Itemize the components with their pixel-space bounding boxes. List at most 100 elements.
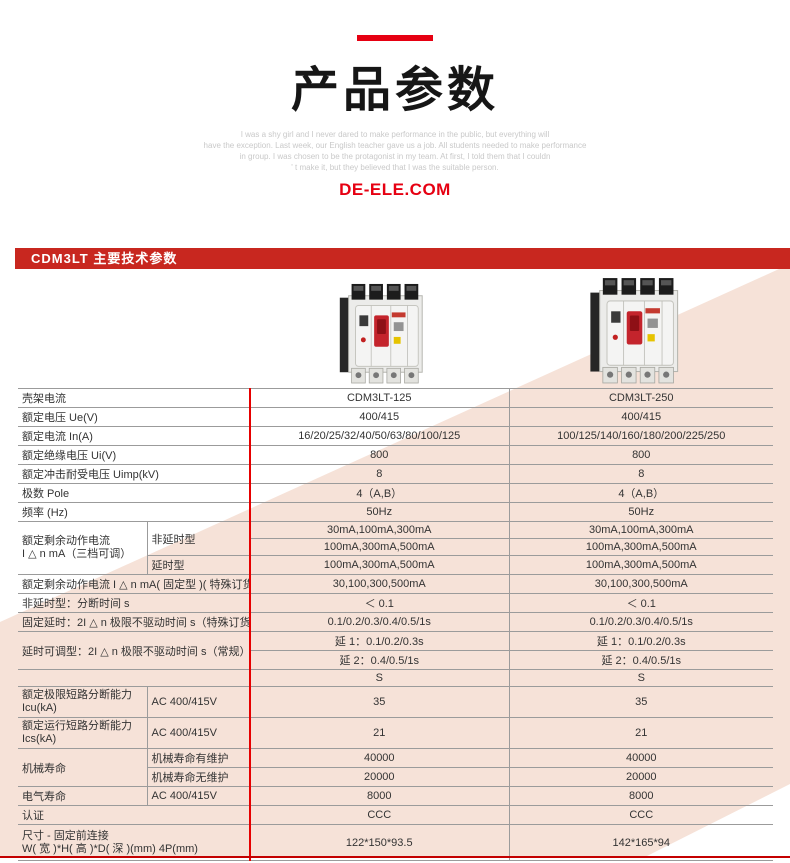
watermark-text: I was a shy girl and I never dared to ma…	[0, 129, 790, 173]
spec-cell-line: W( 宽 )*H( 高 )*D( 深 )(mm) 4P(mm)	[22, 842, 198, 855]
spec-label-cell	[18, 669, 250, 687]
spec-label-cell: 机械寿命有维护	[146, 748, 250, 768]
spec-value-cell: 30,100,300,500mA	[508, 574, 773, 594]
spec-label-cell: 延时型	[146, 555, 250, 575]
spec-label-cell: 额定电压 Ue(V)	[18, 407, 250, 427]
table-row: 额定冲击耐受电压 Uimp(kV) 8 8	[18, 464, 773, 484]
table-row: 额定电压 Ue(V) 400/415 400/415	[18, 407, 773, 427]
spec-label-cell: 延时可调型：2I △ n 极限不驱动时间 s（常规）	[18, 631, 250, 670]
spec-table: 壳架电流 CDM3LT-125 CDM3LT-250 额定电压 Ue(V) 400/41…	[18, 388, 773, 861]
watermark-line: ' t make it, but they believed that I wa…	[291, 163, 499, 172]
spec-label-cell: 固定延时：2I △ n 极限不驱动时间 s（特殊订货）	[18, 612, 250, 632]
spec-value-cell: CCC	[250, 805, 509, 825]
spec-value-cell: 50Hz	[508, 502, 773, 522]
spec-value-cell: 8000	[508, 786, 773, 806]
spec-label-cell: 电气寿命	[18, 786, 147, 806]
spec-label-cell: AC 400/415V	[146, 717, 250, 749]
spec-value-cell: S	[250, 669, 509, 687]
bottom-rule	[0, 856, 790, 858]
spec-value-cell: 100mA,300mA,500mA	[508, 538, 773, 556]
spec-value-cell: 142*165*94	[508, 824, 773, 861]
site-name: DE-ELE.COM	[339, 180, 451, 199]
spec-cell-line: 额定运行短路分断能力	[22, 720, 132, 732]
table-row: 额定剩余动作电流 I △ n mA( 固定型 )( 特殊订货 ) 30,100,3…	[18, 574, 773, 594]
spec-value-cell: 400/415	[508, 407, 773, 427]
spec-value-cell: 800	[508, 445, 773, 465]
spec-value-cell: 21	[508, 717, 773, 749]
spec-label-cell: AC 400/415V	[146, 686, 250, 718]
spec-cell-line: Icu(kA)	[22, 702, 57, 714]
spec-label-cell: 额定电流 In(A)	[18, 426, 250, 446]
spec-value-cell: 16/20/25/32/40/50/63/80/100/125	[250, 426, 509, 446]
spec-value-cell: 4（A,B）	[250, 483, 509, 503]
spec-label-cell: 认证	[18, 805, 250, 825]
spec-label-cell: AC 400/415V	[146, 786, 250, 806]
product-image-cdm3lt-250-breaker	[590, 278, 679, 384]
table-row: 额定电流 In(A) 16/20/25/32/40/50/63/80/100/12…	[18, 426, 773, 446]
spec-value-cell: 8	[250, 464, 509, 484]
spec-label-cell: 频率 (Hz)	[18, 502, 250, 522]
spec-value-cell: 50Hz	[250, 502, 509, 522]
table-row: 机械寿命无维护 20000 20000	[18, 767, 773, 787]
table-row: 100mA,300mA,500mA 100mA,300mA,500mA	[18, 538, 773, 556]
spec-value-cell: 35	[250, 686, 509, 718]
spec-cell-line: 额定极限短路分断能力	[22, 689, 132, 701]
spec-label-cell: 额定剩余动作电流 I △ n mA（三档可调）	[18, 521, 147, 575]
watermark-line: in group. I was chosen to be the protago…	[239, 152, 551, 161]
spec-value-cell: ＜ 0.1	[250, 593, 509, 613]
spec-value-cell: 8000	[250, 786, 509, 806]
spec-value-cell: 40000	[250, 748, 509, 768]
spec-value-cell: CDM3LT-125	[250, 388, 509, 408]
spec-label-cell: 额定绝缘电压 Ui(V)	[18, 445, 250, 465]
spec-label-cell: 额定冲击耐受电压 Uimp(kV)	[18, 464, 250, 484]
spec-value-cell: CDM3LT-250	[508, 388, 773, 408]
spec-value-cell: 800	[250, 445, 509, 465]
spec-label-cell: 机械寿命	[18, 748, 147, 787]
spec-label-cell: 非延时型：分断时间 s	[18, 593, 250, 613]
spec-value-cell: 8	[508, 464, 773, 484]
spec-cell-line: I △ n mA（三档可调）	[22, 548, 132, 560]
spec-value-cell: 0.1/0.2/0.3/0.4/0.5/1s	[250, 612, 509, 632]
spec-value-cell: 35	[508, 686, 773, 718]
spec-value-cell: 30,100,300,500mA	[250, 574, 509, 594]
spec-value-cell: 100mA,300mA,500mA	[508, 555, 773, 575]
spec-label-cell: 尺寸 - 固定前连接 W( 宽 )*H( 高 )*D( 深 )(mm) 4P(mm…	[18, 824, 250, 861]
table-row: 电气寿命 AC 400/415V 8000 8000	[18, 786, 773, 806]
top-terminals	[602, 278, 674, 295]
spec-value-cell: 延 1：0.1/0.2/0.3s	[250, 631, 509, 651]
title-accent-bar	[357, 35, 433, 41]
red-column-divider	[249, 388, 251, 861]
spec-value-cell: 122*150*93.5	[250, 824, 509, 861]
spec-cell-line: Ics(kA)	[22, 733, 57, 745]
spec-value-cell: 延 2：0.4/0.5/1s	[508, 650, 773, 670]
spec-value-cell: 延 2：0.4/0.5/1s	[250, 650, 509, 670]
spec-value-cell: 30mA,100mA,300mA	[250, 521, 509, 539]
spec-cell-line: 额定剩余动作电流	[22, 535, 110, 547]
spec-value-cell: 100mA,300mA,500mA	[250, 555, 509, 575]
table-row: 延时可调型：2I △ n 极限不驱动时间 s（常规）延 1：0.1/0.2/0.…	[18, 631, 773, 670]
table-row: 固定延时：2I △ n 极限不驱动时间 s（特殊订货） 0.1/0.2/0.3/0…	[18, 612, 773, 632]
spec-value-cell: 400/415	[250, 407, 509, 427]
spec-value-cell: 延 1：0.1/0.2/0.3s	[508, 631, 773, 651]
spec-label-cell: 机械寿命无维护	[146, 767, 250, 787]
spec-value-cell: 21	[250, 717, 509, 749]
table-row: 额定剩余动作电流 I △ n mA（三档可调） 非延时型 30mA,100mA,300…	[18, 521, 773, 575]
spec-value-cell: S	[508, 669, 773, 687]
spec-label-cell: 壳架电流	[18, 388, 250, 408]
table-row: 延 2：0.4/0.5/1s 延 2：0.4/0.5/1s	[18, 650, 773, 670]
spec-value-cell: 30mA,100mA,300mA	[508, 521, 773, 539]
spec-table-wrap: 壳架电流 CDM3LT-125 CDM3LT-250 额定电压 Ue(V) 400/41…	[18, 388, 773, 861]
spec-table-body: 壳架电流 CDM3LT-125 CDM3LT-250 额定电压 Ue(V) 400/41…	[18, 388, 773, 861]
spec-label-cell: 额定剩余动作电流 I △ n mA( 固定型 )( 特殊订货 )	[18, 574, 250, 594]
section-header-banner: CDM3LT 主要技术参数	[15, 248, 790, 269]
spec-cell-line: 尺寸 - 固定前连接	[22, 829, 109, 842]
spec-label-cell: 额定极限短路分断能力 Icu(kA)	[18, 686, 147, 718]
table-row: 认证 CCC CCC	[18, 805, 773, 825]
spec-value-cell: 100mA,300mA,500mA	[250, 538, 509, 556]
table-row: 极数 Pole 4（A,B） 4（A,B）	[18, 483, 773, 503]
table-row: 尺寸 - 固定前连接 W( 宽 )*H( 高 )*D( 深 )(mm) 4P(mm…	[18, 824, 773, 861]
bottom-terminals	[602, 366, 674, 384]
bottom-terminals	[351, 367, 419, 384]
